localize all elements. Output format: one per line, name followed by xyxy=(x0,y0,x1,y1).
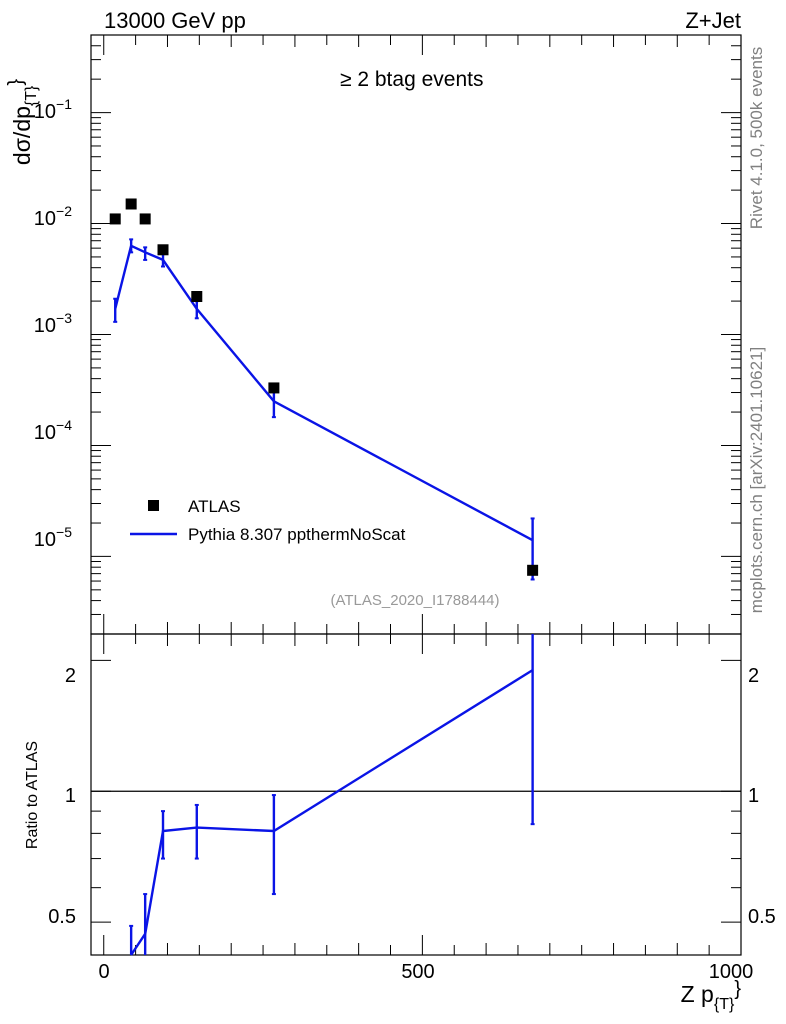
mcplots-label: mcplots.cern.ch [arXiv:2401.10621] xyxy=(747,347,766,613)
y-tick-label: 2 xyxy=(748,665,759,687)
data-point xyxy=(527,564,539,576)
legend-label-atlas: ATLAS xyxy=(188,497,241,516)
ratio-plot-frame xyxy=(90,633,742,956)
legend: ATLAS Pythia 8.307 ppthermNoScat xyxy=(130,497,406,544)
ratio-series-line xyxy=(130,669,534,956)
svg-text:dσ/dp{T}}: dσ/dp{T}} xyxy=(5,79,40,165)
main-axis-ticks xyxy=(91,34,741,635)
x-tick-labels: 0 500 1000 xyxy=(98,961,753,983)
ratio-y-axis-label: Ratio to ATLAS xyxy=(24,741,41,849)
data-point xyxy=(157,244,169,256)
data-point xyxy=(139,213,151,225)
main-y-tick-labels: 10−5 10−4 10−3 10−2 10−1 xyxy=(34,96,72,551)
main-data-series xyxy=(109,198,539,576)
data-point xyxy=(109,213,121,225)
rivet-version-label: Rivet 4.1.0, 500k events xyxy=(747,47,766,229)
ratio-mc-series xyxy=(129,634,535,956)
y-tick-label: 0.5 xyxy=(748,906,776,928)
y-tick-label: 1 xyxy=(65,785,76,807)
ratio-y-tick-labels-right: 0.5 1 2 xyxy=(748,665,776,928)
legend-marker-atlas xyxy=(148,500,159,511)
x-tick-label: 500 xyxy=(401,961,434,983)
y-tick-label: 0.5 xyxy=(48,906,76,928)
legend-label-pythia: Pythia 8.307 ppthermNoScat xyxy=(188,525,406,544)
main-plot-frame xyxy=(90,34,742,635)
ratio-y-tick-labels-left: 0.5 1 2 xyxy=(48,665,76,928)
btag-annotation: ≥ 2 btag events xyxy=(340,68,483,91)
main-y-axis-label: dσ/dp{T}} xyxy=(5,79,40,165)
data-point xyxy=(268,382,280,394)
y-tick-label: 10−3 xyxy=(34,310,72,337)
data-point xyxy=(125,198,137,210)
beam-label: 13000 GeV pp xyxy=(104,8,246,33)
x-axis-label: Z p{T}} xyxy=(681,978,742,1013)
x-axis-ticks xyxy=(103,35,742,955)
y-tick-label: 10−4 xyxy=(34,417,72,444)
y-tick-label: 1 xyxy=(748,785,759,807)
y-tick-label: 2 xyxy=(65,665,76,687)
y-tick-label: 10−5 xyxy=(34,524,72,551)
data-point xyxy=(191,291,203,303)
process-label: Z+Jet xyxy=(685,8,741,33)
y-tick-label: 10−2 xyxy=(34,203,72,230)
x-tick-label: 0 xyxy=(98,961,109,983)
mc-series-line xyxy=(114,244,534,542)
x-tick-label: 1000 xyxy=(709,961,754,983)
analysis-id-label: (ATLAS_2020_I1788444) xyxy=(330,592,499,609)
